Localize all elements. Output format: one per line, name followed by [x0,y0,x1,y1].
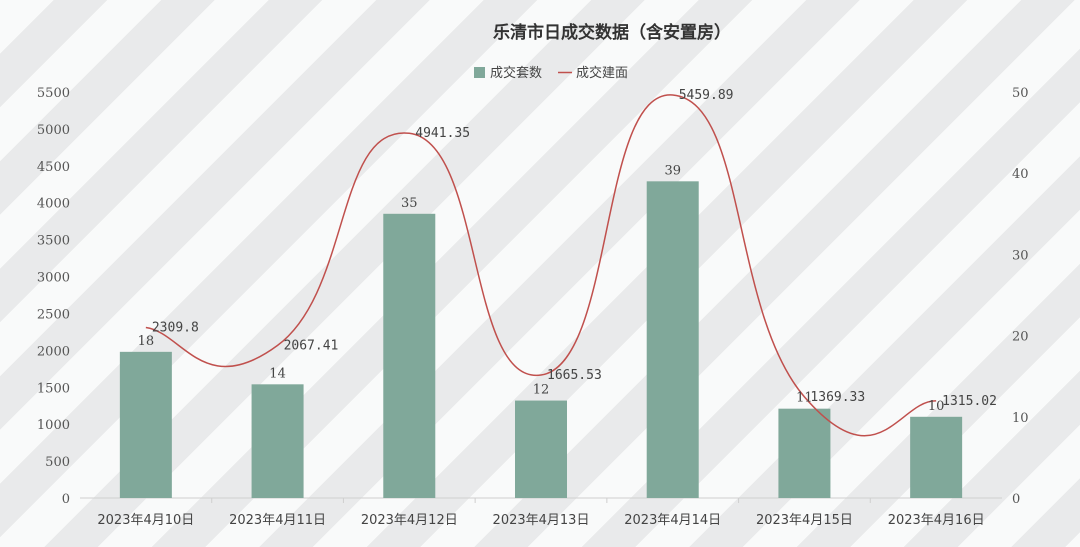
left-tick-label: 1500 [37,381,70,396]
line-value-label: 2309.8 [152,320,199,335]
left-tick-label: 2000 [37,344,70,359]
bar [646,181,699,498]
left-tick-label: 1000 [37,418,70,433]
x-axis: 2023年4月10日 2023年4月11日 2023年4月12日 2023年4月13日… [97,498,985,528]
right-tick-label: 50 [1012,86,1029,101]
bar [778,408,831,498]
x-tick-label: 2023年4月10日 [97,513,194,528]
left-axis: 0 500 1000 1500 2000 2500 3000 3500 4000 4500 5000… [37,86,70,507]
bar [383,213,436,499]
right-tick-label: 30 [1012,248,1029,263]
line-value-label: 2067.41 [284,338,339,353]
x-tick-label: 2023年4月15日 [756,513,853,528]
right-axis: 0 10 20 30 40 50 [1012,86,1029,507]
left-tick-label: 3000 [37,271,70,286]
right-tick-label: 10 [1012,411,1029,426]
left-tick-label: 4500 [37,160,70,175]
left-tick-label: 3500 [37,234,70,249]
line-value-label: 1315.02 [942,394,997,409]
legend-swatch-bars [474,67,485,78]
bar-value-label: 14 [269,366,286,381]
right-tick-label: 0 [1012,492,1020,507]
line-value-label: 4941.35 [415,126,470,141]
left-tick-label: 500 [45,455,70,470]
legend: 成交套数 成交建面 [474,65,628,81]
x-tick-label: 2023年4月11日 [229,513,326,528]
bar [515,400,567,498]
x-tick-label: 2023年4月16日 [888,513,985,528]
left-tick-label: 5000 [37,123,70,138]
left-tick-label: 4000 [37,197,70,212]
bar [251,384,304,498]
bar-series [119,181,963,499]
line-value-labels: 2309.8 2067.41 4941.35 1665.53 5459.89 1369.3… [152,88,997,409]
bar-value-label: 12 [533,383,550,398]
bar-value-label: 39 [664,163,681,178]
line-value-label: 1369.33 [810,390,865,405]
chart-title: 乐清市日成交数据（含安置房） [493,22,731,43]
line-value-label: 1665.53 [547,368,602,383]
bar-value-labels: 18 14 35 12 39 11 10 [138,163,945,413]
right-tick-label: 40 [1012,167,1029,182]
bar-value-label: 35 [401,196,418,211]
line-value-label: 5459.89 [679,88,734,103]
line-series [145,94,937,437]
x-tick-label: 2023年4月12日 [361,513,458,528]
bar-value-label: 10 [928,399,945,414]
right-tick-label: 20 [1012,330,1029,345]
legend-label-bars: 成交套数 [490,65,542,81]
left-tick-label: 5500 [37,86,70,101]
left-tick-label: 0 [62,492,70,507]
left-tick-label: 2500 [37,307,70,322]
x-tick-label: 2023年4月14日 [624,513,721,528]
legend-label-line: 成交建面 [576,65,628,81]
bar-value-label: 11 [796,391,813,406]
bar-value-label: 18 [138,334,155,349]
bar [119,351,172,498]
bar [910,416,963,498]
x-tick-label: 2023年4月13日 [493,513,590,528]
